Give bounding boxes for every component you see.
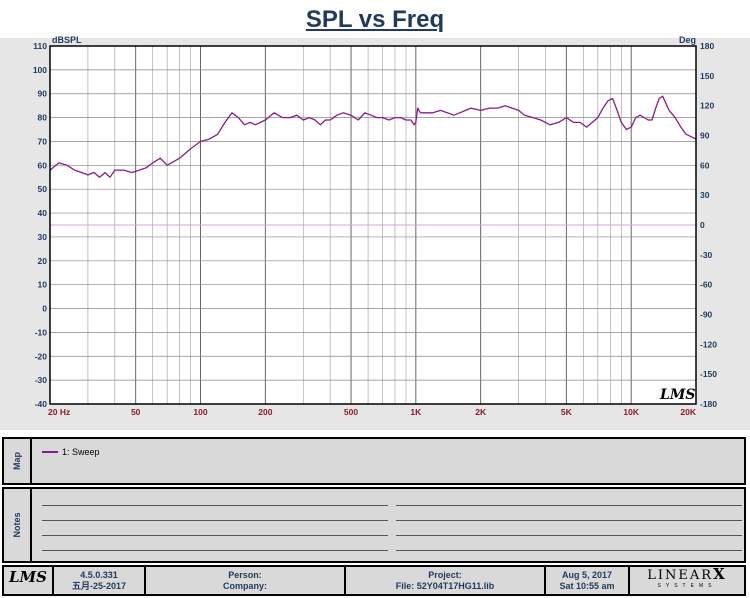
y-tick-label-left: 60 bbox=[38, 160, 48, 170]
brand-word: LINEAR bbox=[647, 568, 714, 583]
version-date: 五月-25-2017 bbox=[71, 581, 127, 591]
footer-date: Aug 5, 2017 bbox=[561, 570, 613, 580]
x-tick-label: 1K bbox=[410, 407, 422, 417]
legend-swatch bbox=[42, 451, 58, 453]
x-tick-label: 200 bbox=[258, 407, 272, 417]
notes-line[interactable] bbox=[42, 505, 388, 506]
y-tick-label-right: 120 bbox=[700, 101, 714, 111]
notes-line[interactable] bbox=[42, 535, 388, 536]
spl-chart: 1101009080706050403020100-10-20-30-40180… bbox=[0, 35, 750, 430]
y-tick-label-left: -20 bbox=[35, 351, 48, 361]
x-tick-label: 100 bbox=[193, 407, 207, 417]
y-tick-label-left: 110 bbox=[33, 41, 47, 51]
y-tick-label-right: 150 bbox=[700, 71, 714, 81]
map-panel: Map 1: Sweep bbox=[2, 437, 746, 485]
map-panel-label: Map bbox=[4, 439, 32, 483]
notes-line[interactable] bbox=[396, 520, 742, 521]
notes-line[interactable] bbox=[42, 520, 388, 521]
version-number: 4.5.0.331 bbox=[80, 570, 118, 580]
notes-line[interactable] bbox=[396, 535, 742, 536]
y-tick-label-left: 100 bbox=[33, 65, 47, 75]
notes-line[interactable] bbox=[42, 550, 388, 551]
footer-version: 4.5.0.331 五月-25-2017 bbox=[54, 567, 146, 594]
legend-label: 1: Sweep bbox=[62, 447, 100, 457]
company-label: Company: bbox=[222, 581, 267, 591]
x-tick-label: 5K bbox=[561, 407, 573, 417]
y-tick-label-left: 90 bbox=[38, 89, 48, 99]
y-tick-label-right: -60 bbox=[700, 280, 713, 290]
y-tick-label-left: 70 bbox=[38, 136, 48, 146]
y-tick-label-left: 50 bbox=[38, 184, 48, 194]
y-tick-label-left: 30 bbox=[38, 232, 48, 242]
y-axis-right-label: Deg bbox=[679, 35, 696, 45]
y-tick-label-right: 30 bbox=[700, 190, 710, 200]
y-tick-label-right: 0 bbox=[700, 220, 705, 230]
chart-title: SPL vs Freq bbox=[305, 6, 445, 33]
y-tick-label-right: -150 bbox=[700, 369, 717, 379]
footer-project: Project: File: 52Y04T17HG11.lib bbox=[346, 567, 546, 594]
project-label: Project: bbox=[428, 570, 462, 580]
brand-x: X bbox=[713, 565, 727, 583]
footer-logo: LMS bbox=[4, 567, 54, 594]
x-tick-label: 20K bbox=[680, 407, 696, 417]
y-tick-label-left: -30 bbox=[35, 375, 48, 385]
y-tick-label-right: 60 bbox=[700, 160, 710, 170]
file-label: File: 52Y04T17HG11.lib bbox=[395, 581, 495, 591]
y-axis-left-label: dBSPL bbox=[52, 35, 82, 45]
y-tick-label-right: -180 bbox=[700, 399, 717, 409]
x-tick-label: 10K bbox=[623, 407, 639, 417]
y-tick-label-right: -90 bbox=[700, 310, 713, 320]
footer-bar: LMS 4.5.0.331 五月-25-2017 Person: Company… bbox=[2, 565, 746, 596]
y-tick-label-left: 40 bbox=[38, 208, 48, 218]
footer-brand-logo: LINEARX SYSTEMS bbox=[630, 567, 744, 594]
y-tick-label-left: 10 bbox=[38, 280, 48, 290]
person-label: Person: bbox=[228, 570, 262, 580]
y-tick-label-left: -40 bbox=[35, 399, 48, 409]
footer-person: Person: Company: bbox=[146, 567, 346, 594]
notes-line[interactable] bbox=[396, 505, 742, 506]
y-tick-label-left: 20 bbox=[38, 256, 48, 266]
legend-item-sweep[interactable]: 1: Sweep bbox=[42, 447, 100, 457]
x-tick-label: 20 Hz bbox=[48, 407, 70, 417]
y-tick-label-left: 0 bbox=[42, 304, 47, 314]
footer-time: Sat 10:55 am bbox=[559, 581, 615, 591]
y-tick-label-right: 90 bbox=[700, 131, 710, 141]
y-tick-label-right: -30 bbox=[700, 250, 713, 260]
y-tick-label-left: 80 bbox=[38, 113, 48, 123]
spl-series-line bbox=[49, 95, 697, 178]
notes-panel: Notes bbox=[2, 487, 746, 563]
y-tick-label-right: -120 bbox=[700, 339, 717, 349]
x-tick-label: 500 bbox=[344, 407, 358, 417]
x-tick-label: 2K bbox=[475, 407, 487, 417]
plot-watermark-logo: LMS bbox=[659, 387, 695, 403]
footer-datetime: Aug 5, 2017 Sat 10:55 am bbox=[546, 567, 630, 594]
y-tick-label-left: -10 bbox=[35, 327, 48, 337]
brand-subtitle: SYSTEMS bbox=[657, 583, 717, 589]
notes-line[interactable] bbox=[396, 550, 742, 551]
y-tick-label-right: 180 bbox=[700, 41, 714, 51]
notes-panel-label: Notes bbox=[4, 489, 32, 561]
x-tick-label: 50 bbox=[131, 407, 141, 417]
